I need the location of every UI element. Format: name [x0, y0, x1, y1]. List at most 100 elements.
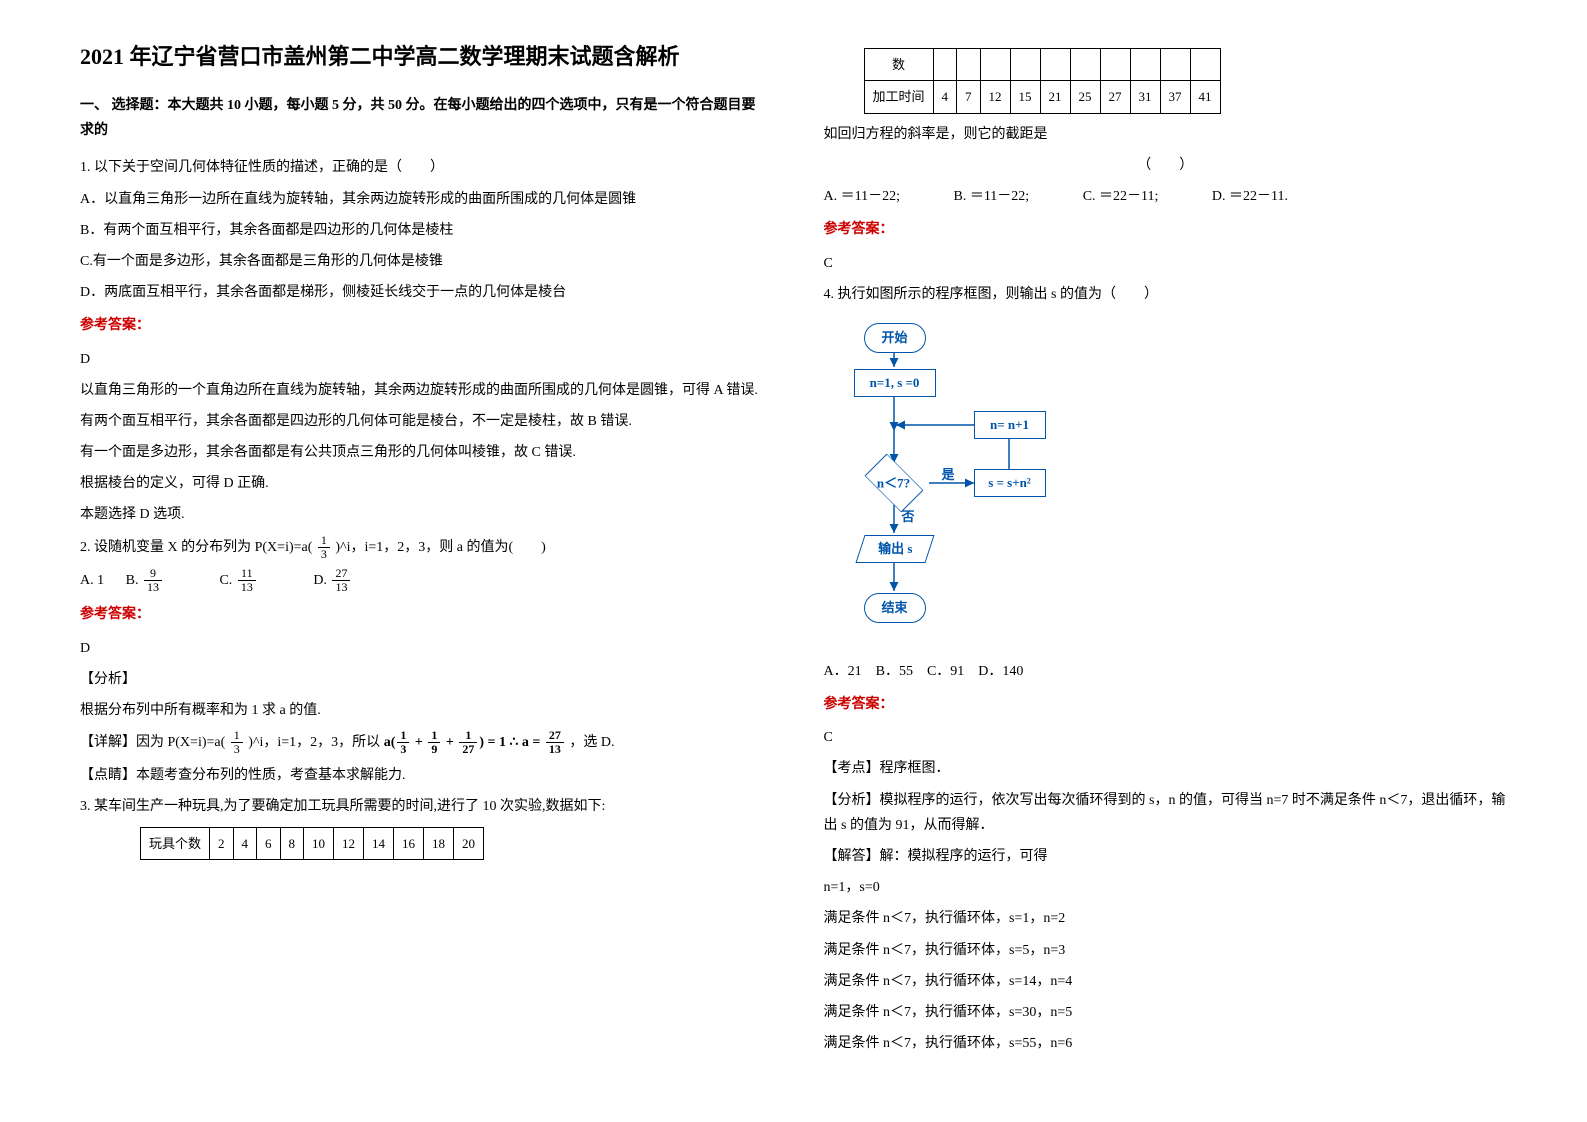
q3-table-1: 玩具个数 2 4 6 8 10 12 14 16 18 20	[140, 827, 484, 860]
t2-c8: 37	[1160, 81, 1190, 113]
flow-upd: s = s+n²	[974, 469, 1046, 497]
q4-l1: 满足条件 n＜7，执行循环体，s=1，n=2	[824, 906, 1508, 931]
q2-ref-label: 参考答案：	[80, 602, 764, 627]
t1-c7: 16	[394, 827, 424, 859]
q3-opt-d: D. ＝22－11.	[1212, 184, 1288, 209]
table-row: 数	[864, 49, 1220, 81]
q2-fx-text: 根据分布列中所有概率和为 1 求 a 的值.	[80, 698, 764, 723]
q4-ref-label: 参考答案：	[824, 692, 1508, 717]
q2-stem: 2. 设随机变量 X 的分布列为 P(X=i)=a( 1 3 )^i，i=1，2…	[80, 534, 764, 561]
q2-fx: 【分析】	[80, 667, 764, 692]
q1-exp1: 以直角三角形的一个直角边所在直线为旋转轴，其余两边旋转形成的曲面所围成的几何体是…	[80, 378, 764, 403]
frac-9-13-icon: 9 13	[144, 567, 180, 594]
q3-options: A. ＝11－22; B. ＝11－22; C. ＝22－11; D. ＝22－…	[824, 184, 1508, 209]
t1-c5: 12	[334, 827, 364, 859]
left-column: 2021 年辽宁省营口市盖州第二中学高二数学理期末试题含解析 一、 选择题：本大…	[80, 40, 764, 1062]
q4-stem: 4. 执行如图所示的程序框图，则输出 s 的值为（ ）	[824, 282, 1508, 307]
q4-l3: 满足条件 n＜7，执行循环体，s=14，n=4	[824, 969, 1508, 994]
t1-c0: 2	[210, 827, 234, 859]
t2-c2: 12	[980, 81, 1010, 113]
q3-opt-c: C. ＝22－11;	[1083, 184, 1159, 209]
page-title: 2021 年辽宁省营口市盖州第二中学高二数学理期末试题含解析	[80, 40, 764, 73]
q2-det-tail: ，选 D.	[569, 735, 614, 750]
q3-paren: （ ）	[824, 153, 1508, 178]
flow-init: n=1, s =0	[854, 369, 936, 397]
q2-stem-prefix: 2. 设随机变量 X 的分布列为 P(X=i)=a(	[80, 540, 312, 555]
q2-opt-c: C. 11 13	[219, 573, 295, 588]
frac-27-13-icon: 27 13	[332, 567, 368, 594]
q2-opt-a: A. 1	[80, 573, 104, 588]
t1-c6: 14	[364, 827, 394, 859]
q4-l4: 满足条件 n＜7，执行循环体，s=30，n=5	[824, 1000, 1508, 1025]
section-head: 一、 选择题：本大题共 10 小题，每小题 5 分，共 50 分。在每小题给出的…	[80, 93, 764, 143]
frac-one-three-b-icon: 1 3	[231, 729, 243, 756]
t1-c9: 20	[454, 827, 484, 859]
flowchart: 开始 n=1, s =0 n= n+1 n＜7? s = s+n² 输出 s 结…	[824, 323, 1084, 643]
flow-yes-label: 是	[942, 463, 955, 486]
q2-dianjing: 【点睛】本题考查分布列的性质，考查基本求解能力.	[80, 763, 764, 788]
q2-opt-b: B. 9 13	[126, 573, 202, 588]
q2-stem-suffix: )^i，i=1，2，3，则 a 的值为( )	[335, 540, 545, 555]
q3-answer: C	[824, 251, 1508, 276]
q2-options: A. 1 B. 9 13 C. 11 13 D. 27 13	[80, 567, 764, 594]
frac-one-three-icon: 1 3	[318, 534, 330, 561]
t1-c1: 4	[233, 827, 257, 859]
q1-stem: 1. 以下关于空间几何体特征性质的描述，正确的是（ ）	[80, 155, 764, 180]
q2-answer: D	[80, 636, 764, 661]
flow-cond: n＜7?	[859, 463, 929, 503]
q1-opt-d: D．两底面互相平行，其余各面都是梯形，侧棱延长线交于一点的几何体是棱台	[80, 280, 764, 305]
q1-exp5: 本题选择 D 选项.	[80, 502, 764, 527]
t1-c3: 8	[280, 827, 304, 859]
q2-detail: 【详解】因为 P(X=i)=a( 1 3 )^i，i=1，2，3，所以 a(13…	[80, 729, 764, 756]
q1-opt-b: B．有两个面互相平行，其余各面都是四边形的几何体是棱柱	[80, 218, 764, 243]
right-column: 数 加工时间 4 7 12 15 21 25 27 31 37 41 如回归方程…	[824, 40, 1508, 1062]
t2-c5: 25	[1070, 81, 1100, 113]
t1-head: 玩具个数	[141, 827, 210, 859]
frac-1-3-c-icon: 13	[397, 729, 409, 756]
q3-opt-a: A. ＝11－22;	[824, 184, 900, 209]
q4-l5: 满足条件 n＜7，执行循环体，s=55，n=6	[824, 1031, 1508, 1056]
t1-c8: 18	[424, 827, 454, 859]
q4-answer: C	[824, 725, 1508, 750]
flow-start: 开始	[864, 323, 926, 353]
t2-head: 加工时间	[864, 81, 933, 113]
q4-fenxi: 【分析】模拟程序的运行，依次写出每次循环得到的 s，n 的值，可得当 n=7 时…	[824, 788, 1508, 838]
t2-c4: 21	[1040, 81, 1070, 113]
q2-det-formula: a(13 + 19 + 127) = 1 ∴ a = 2713	[384, 735, 570, 750]
t2-c3: 15	[1010, 81, 1040, 113]
q4-kaodian: 【考点】程序框图．	[824, 756, 1508, 781]
flow-no-label: 否	[902, 505, 915, 528]
q4-l2: 满足条件 n＜7，执行循环体，s=5，n=3	[824, 938, 1508, 963]
t1-c4: 10	[304, 827, 334, 859]
q1-exp4: 根据棱台的定义，可得 D 正确.	[80, 471, 764, 496]
frac-11-13-icon: 11 13	[238, 567, 274, 594]
table-row: 加工时间 4 7 12 15 21 25 27 31 37 41	[864, 81, 1220, 113]
q2-opt-d: D. 27 13	[313, 573, 386, 588]
t2-c7: 31	[1130, 81, 1160, 113]
t2-head-num: 数	[864, 49, 933, 81]
q1-exp2: 有两个面互相平行，其余各面都是四边形的几何体可能是棱台，不一定是棱柱，故 B 错…	[80, 409, 764, 434]
frac-1-9-icon: 19	[428, 729, 440, 756]
q3-opt-b: B. ＝11－22;	[953, 184, 1029, 209]
flow-out: 输出 s	[855, 535, 934, 563]
frac-1-27-icon: 127	[459, 729, 477, 756]
t2-c9: 41	[1190, 81, 1220, 113]
q4-jieda: 【解答】解：模拟程序的运行，可得	[824, 844, 1508, 869]
q3-ref-label: 参考答案：	[824, 217, 1508, 242]
q1-exp3: 有一个面是多边形，其余各面都是有公共顶点三角形的几何体叫棱锥，故 C 错误.	[80, 440, 764, 465]
page: 2021 年辽宁省营口市盖州第二中学高二数学理期末试题含解析 一、 选择题：本大…	[80, 40, 1507, 1062]
q3-line: 如回归方程的斜率是，则它的截距是	[824, 122, 1508, 147]
frac-27-13-b-icon: 2713	[546, 729, 564, 756]
q4-l0: n=1，s=0	[824, 875, 1508, 900]
flow-end: 结束	[864, 593, 926, 623]
t2-c6: 27	[1100, 81, 1130, 113]
table-row: 玩具个数 2 4 6 8 10 12 14 16 18 20	[141, 827, 484, 859]
q2-det-mid: )^i，i=1，2，3，所以	[248, 735, 380, 750]
flow-inc: n= n+1	[974, 411, 1046, 439]
q4-options: A．21 B．55 C．91 D．140	[824, 659, 1508, 684]
t2-c1: 7	[957, 81, 981, 113]
q3-table-2: 数 加工时间 4 7 12 15 21 25 27 31 37 41	[864, 48, 1221, 114]
q1-ref-label: 参考答案：	[80, 313, 764, 338]
t1-c2: 6	[257, 827, 281, 859]
q1-opt-a: A．以直角三角形一边所在直线为旋转轴，其余两边旋转形成的曲面所围成的几何体是圆锥	[80, 187, 764, 212]
